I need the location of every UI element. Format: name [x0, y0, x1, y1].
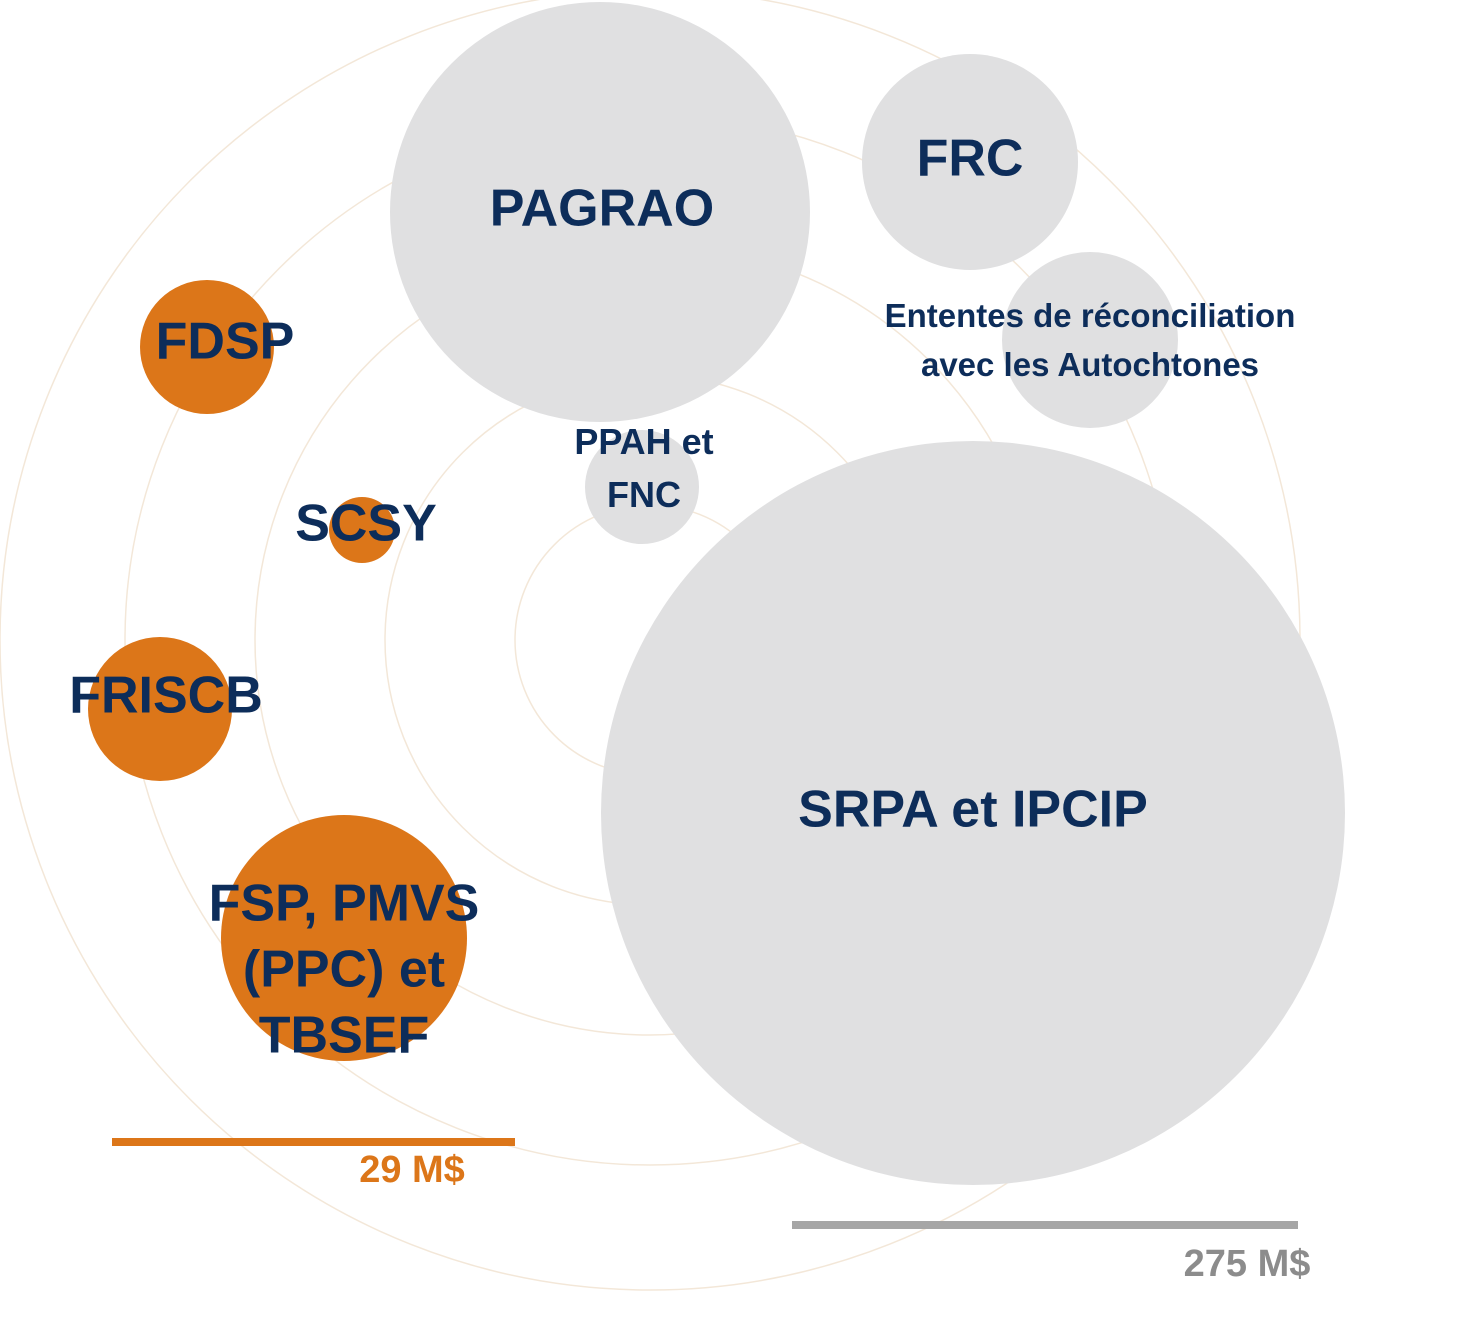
bubble-label: FSP, PMVS — [209, 875, 480, 933]
bubble — [601, 441, 1345, 1185]
bubble-label: PPAH et — [574, 421, 713, 462]
bubble-label: SCSY — [295, 495, 437, 553]
bubble-label: Ententes de réconciliation — [885, 297, 1296, 334]
bubble-label: SRPA et IPCIP — [798, 781, 1148, 839]
bubble-label: FDSP — [156, 313, 295, 371]
bubble-label: (PPC) et — [243, 941, 445, 999]
scale-label: 275 M$ — [1184, 1243, 1311, 1285]
bubble-label: TBSEF — [259, 1007, 429, 1065]
bubble — [1002, 252, 1178, 428]
bubble-label: FRISCB — [69, 667, 263, 725]
bubble — [585, 430, 699, 544]
scale-label: 29 M$ — [359, 1149, 465, 1191]
bubble — [862, 54, 1078, 270]
bubble — [140, 280, 274, 414]
bubble — [88, 637, 232, 781]
bubble — [329, 497, 395, 563]
bubble-label: FNC — [607, 474, 681, 515]
bubble — [221, 815, 467, 1061]
bubble — [390, 2, 810, 422]
bubble-label: FRC — [917, 130, 1024, 188]
bubble-label: PAGRAO — [490, 180, 714, 238]
bubble-label: avec les Autochtones — [921, 346, 1259, 383]
